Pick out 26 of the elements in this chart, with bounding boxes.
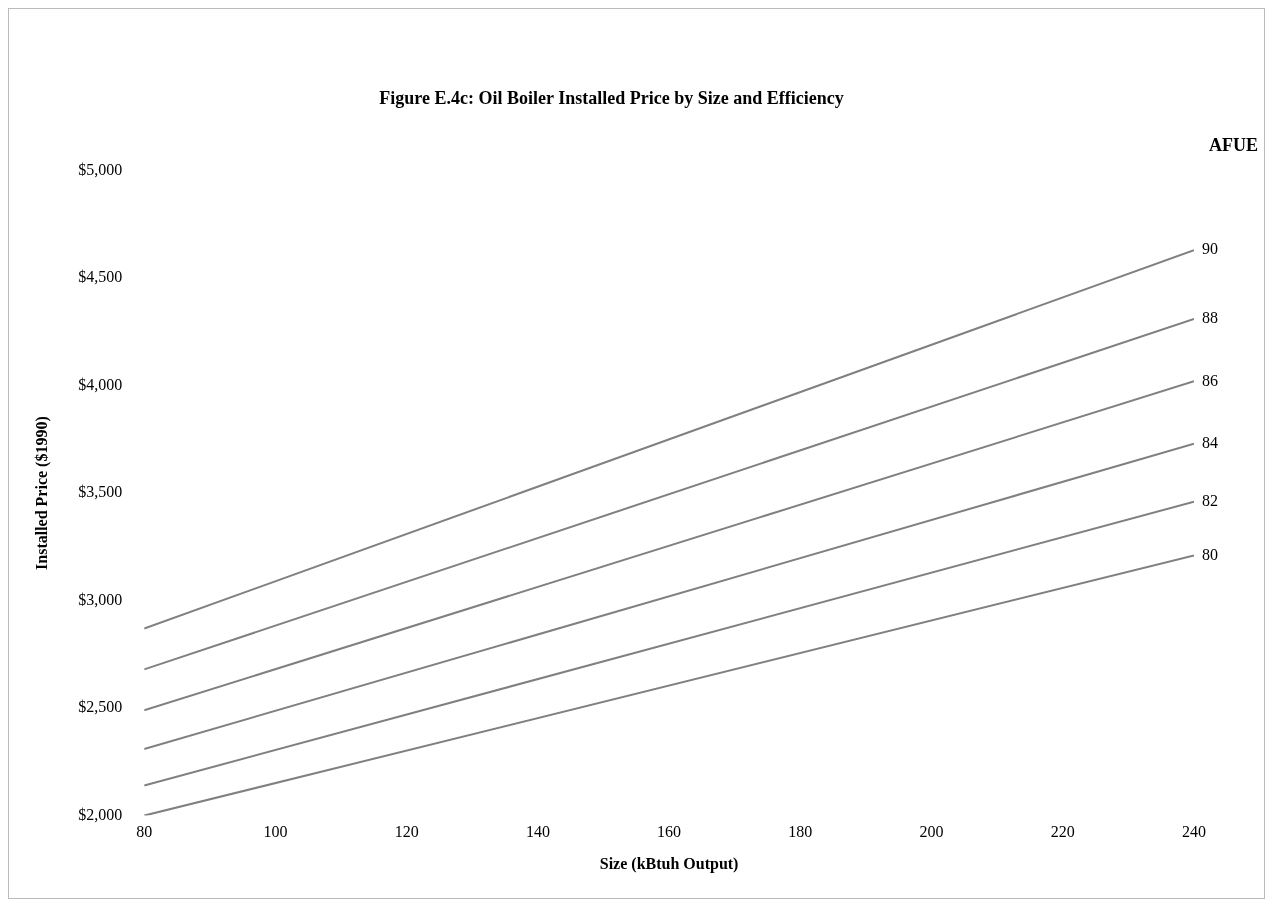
x-tick-label: 200	[919, 823, 944, 841]
x-tick-label: 120	[394, 823, 419, 841]
x-axis-title: Size (kBtuh Output)	[599, 854, 739, 873]
y-tick-label: $3,500	[78, 483, 123, 501]
series-label: 86	[1202, 371, 1218, 389]
chart-title: Figure E.4c: Oil Boiler Installed Price by Size and Efficiency	[379, 88, 844, 109]
series-label: 90	[1202, 240, 1218, 258]
y-tick-label: $4,000	[78, 375, 123, 393]
x-tick-label: 80	[136, 823, 153, 841]
legend-title: AFUE	[1209, 135, 1258, 156]
x-tick-label: 160	[657, 823, 682, 841]
series-label: 80	[1202, 545, 1218, 563]
series-label: 84	[1202, 433, 1218, 451]
y-tick-label: $5,000	[78, 160, 123, 178]
x-tick-label: 240	[1182, 823, 1206, 841]
x-tick-label: 100	[263, 823, 288, 841]
series-label: 82	[1202, 491, 1218, 509]
series-label: 88	[1202, 309, 1218, 327]
x-tick-label: 140	[525, 823, 550, 841]
y-tick-label: $4,500	[78, 268, 123, 286]
y-tick-label: $2,500	[78, 698, 123, 716]
y-tick-label: $2,000	[78, 805, 123, 823]
x-tick-label: 180	[788, 823, 813, 841]
y-axis-title: Installed Price ($1990)	[32, 416, 51, 570]
y-tick-label: $3,000	[78, 590, 123, 608]
x-tick-label: 220	[1050, 823, 1075, 841]
